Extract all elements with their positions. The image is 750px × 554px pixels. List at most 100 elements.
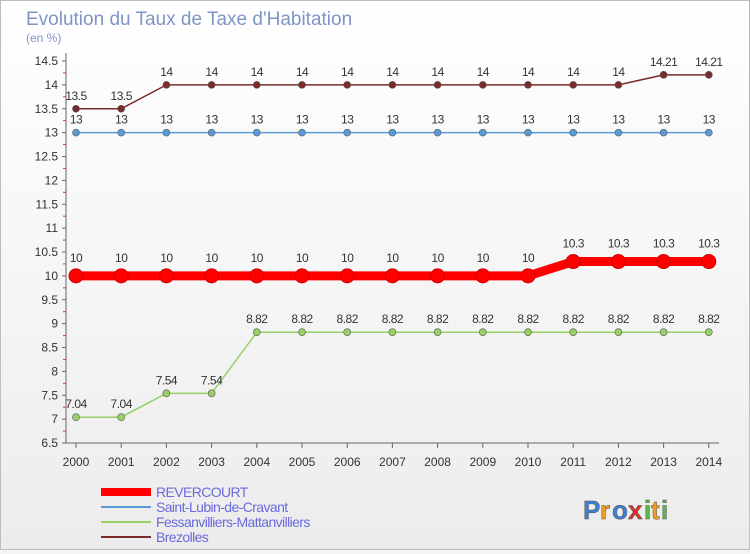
y-tick-label: 12 <box>45 173 59 187</box>
data-label: 8.82 <box>472 312 494 326</box>
logo-letter: r <box>600 495 610 525</box>
data-point <box>614 81 623 89</box>
logo-letter: t <box>651 495 660 525</box>
data-label: 10.3 <box>608 237 630 251</box>
logo-letter: i <box>661 495 668 525</box>
data-point <box>294 268 310 284</box>
y-tick-label: 7.5 <box>41 388 58 402</box>
data-point <box>478 328 487 337</box>
series-2: 7.04 7.04 7.54 7.54 8.82 8.82 8.82 8.82 8.82 8.82… <box>65 312 721 422</box>
data-label: 8.82 <box>382 312 404 326</box>
data-label: 8.82 <box>698 312 720 326</box>
logo-letter: P <box>583 495 600 525</box>
data-point <box>113 268 129 284</box>
data-point <box>253 128 261 137</box>
data-label: 14 <box>341 65 354 79</box>
x-tick-label: 2001 <box>108 455 135 469</box>
x-tick-label: 2002 <box>153 455 180 469</box>
data-label: 14 <box>386 65 399 79</box>
y-tick-label: 13.5 <box>35 102 59 116</box>
data-label: 8.82 <box>517 312 539 326</box>
data-point <box>343 81 352 89</box>
data-point <box>704 128 713 137</box>
logo-letter: i <box>644 495 651 525</box>
data-label: 10 <box>386 251 399 265</box>
logo-letter: x <box>628 495 643 525</box>
x-tick-label: 2008 <box>424 455 451 469</box>
data-point <box>614 328 623 337</box>
legend-label: REVERCOURT <box>156 484 249 500</box>
y-axis-ticks: 6.5 7 7.5 8 8.5 9 9.5 10 10.5 11 11.5 12 12.5 13 13.5 1… <box>35 54 66 450</box>
data-point <box>659 71 668 79</box>
data-label: 13 <box>431 113 444 127</box>
x-tick-label: 2004 <box>243 455 270 469</box>
data-label: 14.21 <box>650 55 678 69</box>
data-label: 14 <box>160 65 173 79</box>
data-label: 7.04 <box>111 397 133 411</box>
data-point <box>524 81 532 89</box>
legend-label: Fessanvilliers-Mattanvilliers <box>156 514 310 530</box>
data-point <box>610 254 626 270</box>
data-point <box>117 413 125 422</box>
data-point <box>249 268 265 284</box>
x-tick-label: 2005 <box>289 455 316 469</box>
data-point <box>656 254 672 270</box>
data-label: 8.82 <box>246 312 268 326</box>
x-tick-label: 2011 <box>560 455 586 469</box>
data-label: 13 <box>567 113 580 127</box>
data-label: 10 <box>70 251 83 265</box>
data-label: 14 <box>567 65 580 79</box>
data-label: 13 <box>115 113 128 127</box>
data-label: 10.3 <box>698 237 720 251</box>
data-label: 14 <box>522 65 535 79</box>
data-label: 10 <box>251 251 264 265</box>
data-label: 13 <box>160 113 173 127</box>
data-label: 8.82 <box>608 312 630 326</box>
chart-subtitle: (en %) <box>26 31 61 45</box>
data-label: 13 <box>657 113 670 127</box>
y-tick-label: 10 <box>45 269 59 283</box>
data-point <box>162 389 171 398</box>
data-point <box>565 254 581 270</box>
legend-label: Saint-Lubin-de-Cravant <box>156 499 288 515</box>
data-label: 10 <box>477 251 490 265</box>
data-label: 10 <box>431 251 444 265</box>
y-tick-label: 12.5 <box>35 150 59 164</box>
y-tick-label: 8 <box>51 364 58 378</box>
data-point <box>478 81 487 89</box>
data-label: 14 <box>296 65 309 79</box>
data-label: 13.5 <box>65 89 87 103</box>
data-point <box>524 328 532 337</box>
x-axis-ticks: 2000 2001 2002 2003 2004 2005 2006 2007 2008 2009… <box>63 443 722 469</box>
data-label: 10.3 <box>563 237 585 251</box>
data-label: 14 <box>251 65 264 79</box>
data-point <box>388 128 397 137</box>
data-label: 10 <box>522 251 535 265</box>
data-label: 7.04 <box>65 397 87 411</box>
data-point <box>162 81 171 89</box>
data-label: 8.82 <box>291 312 313 326</box>
data-point <box>162 128 171 137</box>
x-tick-label: 2009 <box>469 455 496 469</box>
data-label: 7.54 <box>201 373 223 387</box>
data-point <box>569 128 578 137</box>
data-point <box>72 104 80 113</box>
series-1: 13 13 13 13 13 13 13 13 13 13 13 13 13 13 13 <box>70 113 716 137</box>
data-label: 13 <box>70 113 83 127</box>
data-point <box>569 81 578 89</box>
data-label: 14 <box>431 65 444 79</box>
data-point <box>659 328 668 337</box>
data-point <box>478 128 487 137</box>
data-point <box>207 389 216 398</box>
data-point <box>298 328 306 337</box>
y-tick-label: 8.5 <box>41 341 58 355</box>
data-point <box>520 268 536 284</box>
data-point <box>72 128 80 137</box>
data-point <box>701 254 717 270</box>
data-label: 10 <box>115 251 128 265</box>
y-tick-label: 10.5 <box>35 245 59 259</box>
x-tick-label: 2010 <box>515 455 542 469</box>
